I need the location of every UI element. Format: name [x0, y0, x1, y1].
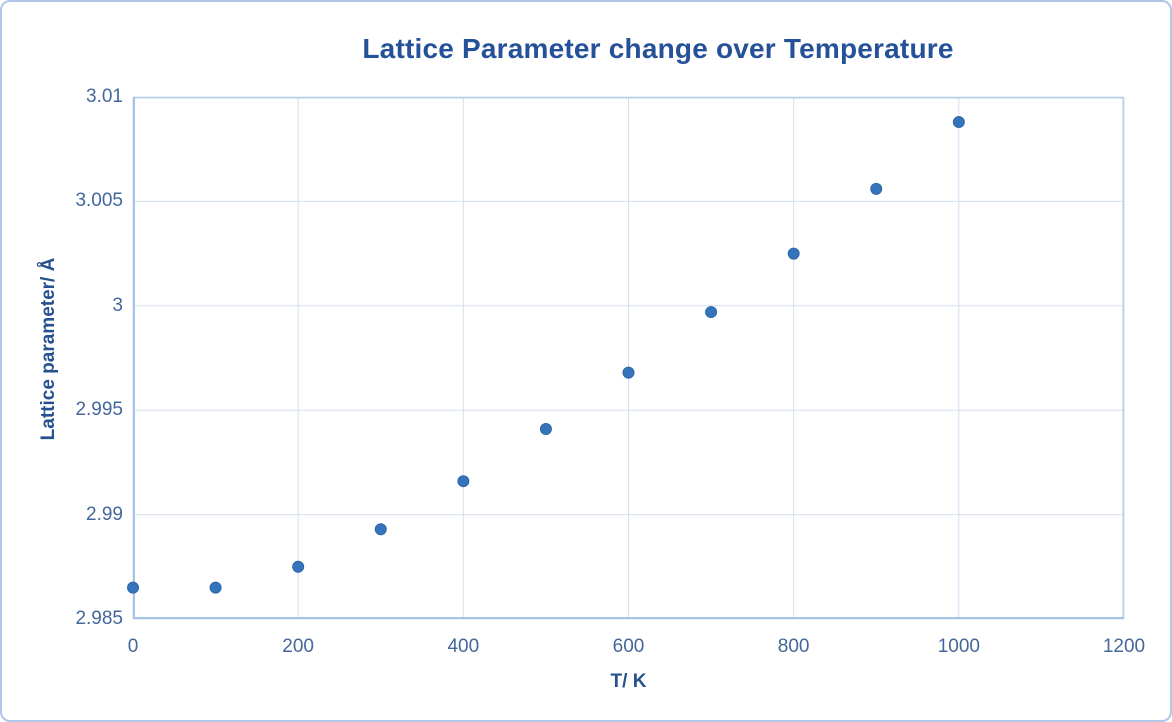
data-point: [457, 475, 470, 488]
y-tick-label: 3: [112, 294, 123, 316]
data-point: [127, 581, 139, 594]
y-tick-label: 3.01: [86, 86, 123, 107]
x-tick-label: 1000: [937, 636, 980, 657]
x-tick-label: 200: [282, 636, 314, 657]
x-tick-label: 1200: [1102, 636, 1146, 657]
y-tick-label: 3.005: [75, 190, 123, 212]
data-point: [952, 116, 965, 129]
data-point: [374, 523, 387, 536]
x-tick-label: 600: [612, 636, 645, 657]
plot-area: [127, 96, 1125, 620]
x-tick-label: 0: [127, 636, 139, 657]
data-point: [705, 306, 718, 319]
data-point: [539, 422, 552, 435]
y-tick-label: 2.995: [75, 399, 123, 421]
y-tick-label: 2.99: [86, 503, 123, 525]
data-point: [870, 182, 883, 195]
data-point: [292, 560, 305, 573]
data-point: [209, 581, 222, 594]
data-point: [787, 247, 800, 260]
data-point: [622, 366, 635, 379]
x-tick-label: 800: [777, 636, 810, 657]
x-tick-label: 400: [447, 636, 480, 657]
chart-title: Lattice Parameter change over Temperatur…: [362, 33, 954, 64]
y-tick-label: 2.985: [75, 608, 123, 629]
x-axis-title: T/ K: [610, 671, 647, 692]
